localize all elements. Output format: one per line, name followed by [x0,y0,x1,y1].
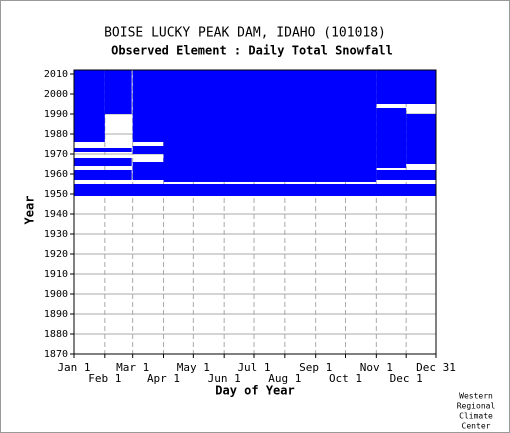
data-block [163,70,377,182]
x-tick-label: Jan 1 [57,361,90,374]
x-tick-label: Feb 1 [88,372,121,385]
x-tick-label: May 1 [177,361,210,374]
data-block [376,70,436,104]
x-tick-label: Jul 1 [237,361,270,374]
x-tick-label: Jun 1 [208,372,241,385]
data-block [376,170,436,180]
y-tick-label: 1910 [44,269,68,280]
y-axis-label: Year [23,196,37,225]
x-tick-label: Apr 1 [147,372,180,385]
data-block [132,146,164,154]
y-tick-label: 1960 [44,169,68,180]
x-tick-label: Aug 1 [268,372,301,385]
x-tick-label: Nov 1 [360,361,393,374]
y-tick-label: 2000 [44,89,68,100]
y-tick-label: 1890 [44,309,68,320]
chart-subtitle: Observed Element : Daily Total Snowfall [111,44,393,58]
x-tick-label: Sep 1 [299,361,332,374]
y-tick-label: 1950 [44,189,68,200]
data-block [104,70,132,114]
chart-title: BOISE LUCKY PEAK DAM, IDAHO (101018) [104,26,386,41]
credit: Climate [459,412,493,421]
x-axis-label: Day of Year [215,384,294,398]
y-tick-label: 1940 [44,209,68,220]
data-block [74,70,105,142]
y-tick-label: 1970 [44,149,68,160]
x-tick-label: Dec 31 [416,361,456,374]
x-tick-label: Oct 1 [329,372,362,385]
x-tick-label: Dec 1 [390,372,423,385]
y-tick-label: 1900 [44,289,68,300]
data-block [74,184,436,196]
y-tick-label: 1930 [44,229,68,240]
data-block [74,158,132,166]
y-tick-label: 1990 [44,109,68,120]
y-tick-label: 1980 [44,129,68,140]
y-tick-label: 1870 [44,349,68,360]
y-tick-label: 1920 [44,249,68,260]
credit: Regional [457,402,496,411]
x-tick-label: Mar 1 [116,361,149,374]
data-block [406,114,436,164]
data-block [74,170,132,180]
plot-border [73,69,437,355]
data-block [376,108,407,168]
data-block [74,148,132,152]
y-tick-label: 2010 [44,69,68,80]
credit: Center [462,422,491,431]
y-tick-label: 1880 [44,329,68,340]
data-block [132,162,164,180]
credit: Western [459,392,493,401]
data-block [132,70,164,142]
